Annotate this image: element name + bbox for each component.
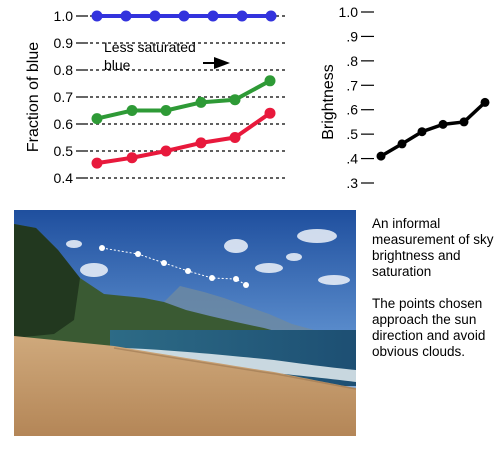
data-point xyxy=(438,119,448,129)
sample-point xyxy=(243,282,249,288)
series-line-1 xyxy=(96,79,271,121)
y-tick-label: 0.7 xyxy=(54,89,74,105)
y-tick-label: 0.9 xyxy=(54,35,74,51)
data-point xyxy=(91,10,103,22)
sample-point xyxy=(233,276,239,282)
clouds xyxy=(66,229,350,285)
data-point xyxy=(126,152,138,164)
sample-point xyxy=(161,260,167,266)
annotation-line-2: blue xyxy=(104,57,131,73)
data-point xyxy=(91,157,103,169)
data-point xyxy=(160,145,172,157)
sample-point xyxy=(99,245,105,251)
data-point xyxy=(236,10,248,22)
data-point xyxy=(126,105,138,116)
y-tick-label: 0.8 xyxy=(54,62,74,78)
series-line-2 xyxy=(96,111,272,166)
data-point xyxy=(195,96,207,108)
data-point xyxy=(178,10,190,22)
wet-sand-edge xyxy=(113,347,356,390)
data-point xyxy=(265,10,277,22)
sand xyxy=(14,336,356,436)
beach-photo xyxy=(14,210,356,436)
data-point xyxy=(264,107,276,119)
sample-point xyxy=(135,251,141,257)
caption-points-chosen: The points chosen approach the sun direc… xyxy=(372,296,486,359)
caption-measurement: An informal measurement of sky brightnes… xyxy=(372,216,494,279)
sample-point xyxy=(209,275,215,281)
y-tick-label: 0.5 xyxy=(54,143,74,159)
y-axis-label: Fraction of blue xyxy=(25,42,42,152)
y-tick-label: 1.0 xyxy=(339,4,359,20)
data-point xyxy=(480,97,490,107)
data-point xyxy=(195,137,207,149)
series-line-0 xyxy=(380,101,487,158)
sample-point xyxy=(185,268,191,274)
data-point xyxy=(417,127,427,137)
y-tick-label: .3 xyxy=(346,175,358,191)
y-tick-label: .8 xyxy=(346,53,358,69)
data-point xyxy=(229,132,241,143)
y-tick-label: .6 xyxy=(346,102,358,118)
mountain-shadow xyxy=(14,224,80,338)
annotation-line-1: Less saturated xyxy=(104,39,196,55)
surf xyxy=(124,348,356,382)
data-point xyxy=(149,10,161,22)
data-point xyxy=(376,151,386,161)
y-tick-label: .4 xyxy=(346,151,358,167)
data-point xyxy=(160,105,172,116)
y-tick-label: .5 xyxy=(346,126,358,142)
y-tick-label: 1.0 xyxy=(54,8,74,24)
y-tick-label: .7 xyxy=(346,77,358,93)
y-tick-label: .9 xyxy=(346,28,358,44)
y-tick-label: 0.4 xyxy=(54,170,74,186)
y-axis-label: Brightness xyxy=(320,64,337,140)
annotation-arrowhead xyxy=(214,57,230,69)
data-point xyxy=(264,75,276,87)
data-point xyxy=(397,139,407,149)
data-point xyxy=(207,10,219,22)
data-point xyxy=(120,10,132,22)
data-point xyxy=(229,94,241,106)
brightness-chart: Brightness .3 .4 .5 .6 .7 .8 .9 1.0 xyxy=(320,4,490,191)
y-tick-label: 0.6 xyxy=(54,116,74,132)
data-point xyxy=(459,117,469,127)
data-point xyxy=(91,113,103,125)
fraction-of-blue-chart: Fraction of blue 1.0 0.9 0.8 0.7 0.6 0.5 0.4 L… xyxy=(25,8,288,186)
mountain-ridge xyxy=(14,224,306,346)
